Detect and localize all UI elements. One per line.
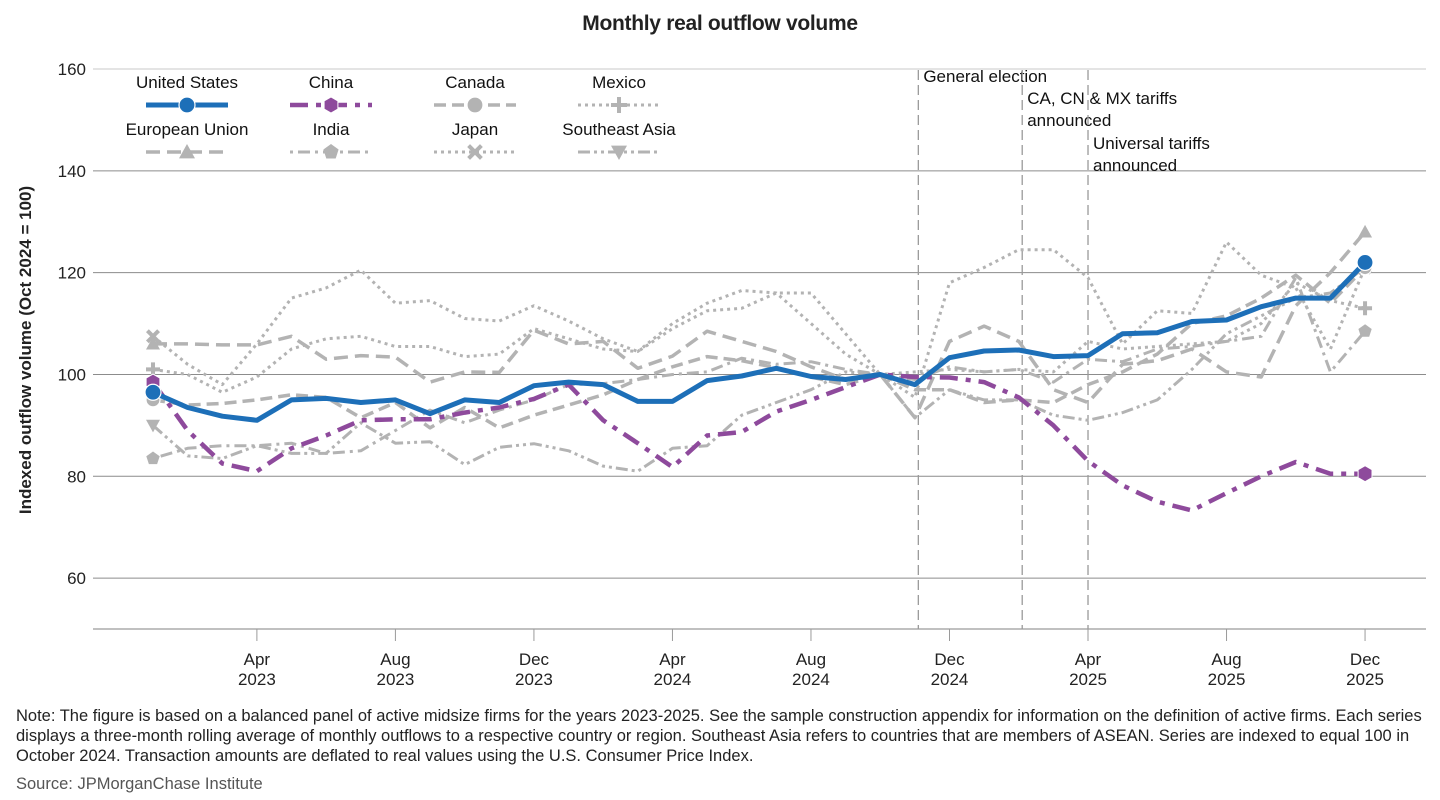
legend-label: European Union bbox=[126, 120, 249, 139]
y-tick-label: 120 bbox=[58, 264, 86, 283]
series-india bbox=[146, 276, 1372, 465]
x-tick-label-year: 2023 bbox=[515, 670, 553, 689]
legend-marker-icon bbox=[611, 97, 627, 113]
annotation-label: CA, CN & MX tariffs bbox=[1027, 89, 1177, 108]
x-tick-label-month: Apr bbox=[659, 650, 686, 669]
series-line bbox=[151, 260, 1367, 423]
annotation-label: General election bbox=[923, 67, 1047, 86]
x-tick-label-year: 2024 bbox=[654, 670, 692, 689]
series-united-states bbox=[144, 253, 1374, 423]
x-axis: Apr2023Aug2023Dec2023Apr2024Aug2024Dec20… bbox=[93, 628, 1426, 689]
legend-label: Japan bbox=[452, 120, 498, 139]
legend-label: Canada bbox=[445, 73, 505, 92]
legend-label: United States bbox=[136, 73, 238, 92]
series-start-marker bbox=[146, 336, 160, 350]
series-line bbox=[152, 240, 1367, 399]
y-tick-label: 80 bbox=[67, 467, 86, 486]
grid bbox=[93, 68, 1426, 579]
series-mexico bbox=[146, 281, 1373, 394]
legend: United States China Canada Mexico European U… bbox=[126, 73, 676, 160]
x-tick-label-month: Aug bbox=[796, 650, 826, 669]
y-tick-label: 60 bbox=[67, 569, 86, 588]
x-tick-label-month: Apr bbox=[244, 650, 271, 669]
series-line bbox=[152, 281, 1366, 394]
x-tick-label-month: Dec bbox=[519, 650, 550, 669]
series-start-marker bbox=[146, 451, 160, 465]
series-line bbox=[153, 230, 1367, 420]
legend-label: India bbox=[313, 120, 350, 139]
legend-label: China bbox=[309, 73, 354, 92]
legend-item-mexico: Mexico bbox=[578, 73, 660, 113]
series-start-marker bbox=[146, 419, 160, 433]
legend-item-japan: Japan bbox=[434, 120, 516, 160]
x-tick-label-month: Aug bbox=[380, 650, 410, 669]
y-axis-label: Indexed outflow volume (Oct 2024 = 100) bbox=[16, 186, 35, 514]
x-tick-label-year: 2023 bbox=[238, 670, 276, 689]
series-end-marker bbox=[1358, 301, 1373, 316]
series-line bbox=[151, 372, 1366, 513]
x-tick-label-year: 2025 bbox=[1346, 670, 1384, 689]
x-tick-label-year: 2023 bbox=[376, 670, 414, 689]
series-end-marker bbox=[1357, 465, 1373, 483]
legend-marker-icon bbox=[466, 96, 484, 114]
legend-item-southeast-asia: Southeast Asia bbox=[562, 120, 676, 160]
legend-label: Southeast Asia bbox=[562, 120, 676, 139]
legend-item-canada: Canada bbox=[434, 73, 516, 114]
source-label: Source: JPMorganChase Institute bbox=[16, 775, 263, 793]
legend-marker-icon bbox=[611, 145, 627, 160]
x-tick-label-month: Apr bbox=[1075, 650, 1102, 669]
x-tick-label-month: Dec bbox=[1350, 650, 1381, 669]
x-tick-label-month: Aug bbox=[1211, 650, 1241, 669]
annotation-label: announced bbox=[1093, 156, 1177, 175]
legend-item-china: China bbox=[290, 73, 372, 114]
series-end-marker bbox=[1358, 224, 1373, 238]
legend-item-united-states: United States bbox=[136, 73, 238, 114]
y-tick-label: 140 bbox=[58, 162, 86, 181]
series bbox=[144, 224, 1374, 513]
annotation-label: Universal tariffs bbox=[1093, 134, 1210, 153]
annotations: General election CA, CN & MX tariffs annou… bbox=[917, 67, 1210, 629]
legend-label: Mexico bbox=[592, 73, 646, 92]
legend-item-european-union: European Union bbox=[126, 120, 249, 159]
series-end-marker bbox=[1356, 253, 1374, 272]
footnote: Note: The figure is based on a balanced … bbox=[16, 707, 1422, 765]
series-european-union bbox=[146, 224, 1373, 420]
x-tick-label-month: Dec bbox=[934, 650, 965, 669]
x-tick-label-year: 2025 bbox=[1208, 670, 1246, 689]
annotation-label: announced bbox=[1027, 111, 1111, 130]
legend-marker-icon bbox=[467, 144, 483, 160]
legend-marker-icon bbox=[179, 144, 195, 159]
legend-marker-icon bbox=[178, 96, 196, 114]
legend-marker-icon bbox=[323, 144, 339, 159]
series-line bbox=[152, 266, 1366, 473]
series-line bbox=[152, 266, 1367, 430]
series-start-marker bbox=[144, 383, 162, 401]
series-line bbox=[152, 276, 1367, 460]
y-axis: 60 80 100 120 140 160 bbox=[58, 60, 86, 588]
series-start-marker bbox=[145, 329, 161, 344]
legend-item-india: India bbox=[290, 120, 372, 159]
y-tick-label: 160 bbox=[58, 60, 86, 79]
series-southeast-asia bbox=[146, 261, 1373, 473]
x-tick-label-year: 2024 bbox=[792, 670, 830, 689]
legend-marker-icon bbox=[323, 96, 339, 114]
chart-title: Monthly real outflow volume bbox=[582, 12, 858, 35]
series-china bbox=[145, 372, 1373, 513]
x-tick-label-year: 2024 bbox=[931, 670, 969, 689]
series-end-marker bbox=[1358, 324, 1372, 337]
y-tick-label: 100 bbox=[58, 365, 86, 384]
x-tick-label-year: 2025 bbox=[1069, 670, 1107, 689]
